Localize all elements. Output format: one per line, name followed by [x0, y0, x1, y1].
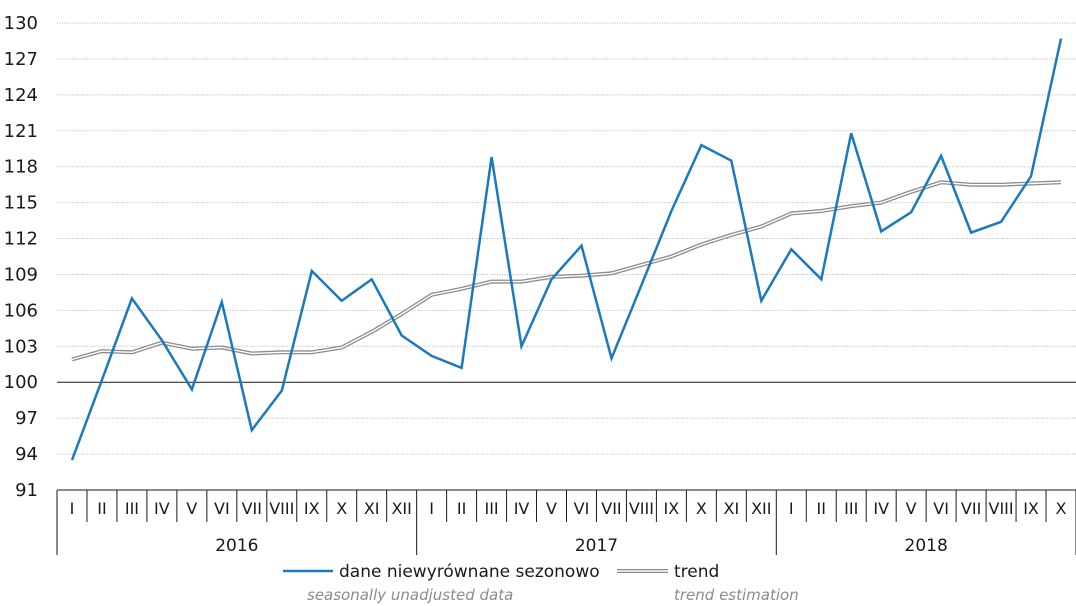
month-tick-label: XI: [364, 499, 380, 518]
month-tick-label: IX: [1023, 499, 1039, 518]
month-tick-label: VI: [574, 499, 590, 518]
legend-sublabel-trend: trend estimation: [674, 586, 799, 604]
month-tick-label: VIII: [629, 499, 654, 518]
month-tick-label: II: [97, 499, 106, 518]
month-tick-label: V: [546, 499, 557, 518]
month-tick-label: IV: [873, 499, 889, 518]
month-tick-label: XII: [751, 499, 771, 518]
x-axis: I II III IV V VI VII VIII IX X XI XII I II III IV V VI VII…: [56, 489, 1076, 556]
month-tick-label: IX: [664, 499, 680, 518]
y-tick-label: 100: [4, 372, 38, 393]
month-tick-label: VII: [601, 499, 621, 518]
legend: dane niewyrównane sezonowo seasonally un…: [283, 562, 799, 604]
y-tick-label: 106: [4, 300, 38, 321]
y-tick-label: 94: [15, 444, 38, 465]
month-tick-label: X: [1056, 499, 1067, 518]
month-tick-label: III: [125, 499, 139, 518]
y-tick-label: 127: [4, 49, 38, 70]
year-label: 2018: [905, 536, 948, 556]
y-tick-label: 109: [4, 264, 38, 285]
month-tick-label: X: [696, 499, 707, 518]
y-tick-label: 130: [4, 13, 38, 34]
y-tick-label: 112: [4, 229, 38, 250]
month-tick-label: II: [817, 499, 826, 518]
legend-label-trend: trend: [674, 562, 719, 582]
month-tick-label: XI: [723, 499, 739, 518]
month-tick-label: I: [70, 499, 75, 518]
month-tick-label: V: [906, 499, 917, 518]
month-tick-label: II: [457, 499, 466, 518]
legend-label-unadjusted: dane niewyrównane sezonowo: [339, 562, 600, 582]
y-tick-label: 118: [4, 157, 38, 178]
gridlines: [57, 22, 1076, 455]
series-lines: [70, 38, 1063, 461]
y-tick-label: 97: [15, 408, 38, 429]
month-tick-label: I: [429, 499, 434, 518]
month-tick-label: VII: [961, 499, 981, 518]
legend-sublabel-unadjusted: seasonally unadjusted data: [307, 586, 513, 604]
month-tick-label: X: [336, 499, 347, 518]
month-tick-label: VI: [214, 499, 230, 518]
year-label: 2017: [575, 536, 618, 556]
y-axis-ticks: 91 94 97 100 103 106 109 112 115 118 121 124 127 130: [4, 13, 38, 501]
month-tick-label: XII: [391, 499, 411, 518]
trend-line: [71, 181, 1062, 361]
month-tick-label: III: [484, 499, 498, 518]
month-tick-label: III: [844, 499, 858, 518]
month-tick-label: VI: [933, 499, 949, 518]
month-tick-label: IX: [304, 499, 320, 518]
y-tick-label: 115: [4, 193, 38, 214]
month-tick-label: VII: [242, 499, 262, 518]
unadjusted-data-line: [70, 38, 1063, 461]
month-tick-label: VIII: [989, 499, 1014, 518]
month-tick-label: VIII: [269, 499, 294, 518]
y-tick-label: 124: [4, 85, 38, 106]
y-tick-label: 103: [4, 336, 38, 357]
year-label: 2016: [215, 536, 258, 556]
month-tick-label: V: [186, 499, 197, 518]
month-tick-label: IV: [514, 499, 530, 518]
month-tick-label: IV: [154, 499, 170, 518]
y-tick-label: 121: [4, 121, 38, 142]
y-tick-label: 91: [15, 480, 38, 501]
month-tick-label: I: [789, 499, 794, 518]
